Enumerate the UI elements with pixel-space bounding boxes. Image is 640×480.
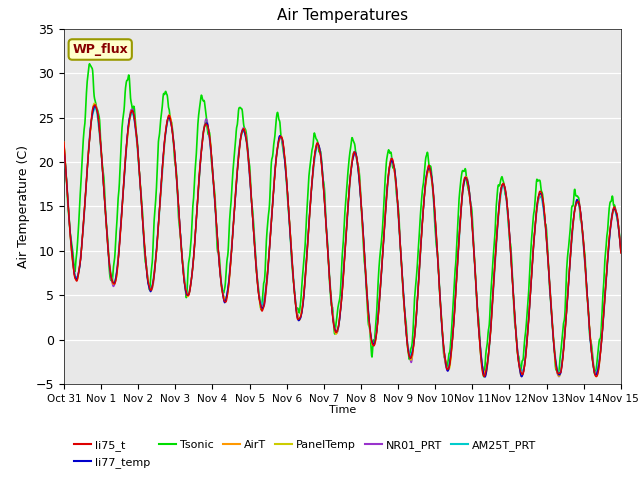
NR01_PRT	[91, 101, 99, 107]
li77_temp	[617, 249, 625, 254]
NR01_PRT	[617, 248, 625, 253]
AM25T_PRT	[429, 191, 437, 197]
Line: li77_temp: li77_temp	[64, 107, 621, 377]
Tsonic	[246, 178, 254, 184]
Tsonic	[171, 157, 179, 163]
AirT	[502, 191, 509, 197]
NR01_PRT	[551, 354, 559, 360]
li75_t	[593, 373, 600, 379]
Tsonic	[86, 61, 93, 67]
li77_temp	[502, 194, 510, 200]
X-axis label: Time: Time	[329, 405, 356, 415]
li75_t	[184, 292, 192, 298]
NR01_PRT	[429, 186, 437, 192]
li77_temp	[60, 145, 68, 151]
Legend: li75_t, li77_temp, Tsonic, AirT, PanelTemp, NR01_PRT, AM25T_PRT: li75_t, li77_temp, Tsonic, AirT, PanelTe…	[70, 436, 541, 472]
li77_temp	[429, 189, 437, 194]
AirT	[60, 139, 68, 145]
NR01_PRT	[555, 374, 563, 380]
PanelTemp	[60, 142, 68, 148]
li75_t	[171, 151, 179, 156]
AM25T_PRT	[246, 183, 254, 189]
li75_t	[617, 250, 625, 256]
li75_t	[246, 181, 254, 187]
li75_t	[91, 102, 99, 108]
Tsonic	[502, 193, 510, 199]
Tsonic	[60, 143, 68, 148]
AirT	[429, 189, 437, 195]
AM25T_PRT	[552, 355, 559, 361]
li75_t	[60, 140, 68, 145]
PanelTemp	[184, 291, 192, 297]
Y-axis label: Air Temperature (C): Air Temperature (C)	[17, 145, 30, 268]
AirT	[592, 374, 600, 380]
AM25T_PRT	[481, 371, 488, 376]
AirT	[91, 102, 99, 108]
Line: NR01_PRT: NR01_PRT	[64, 104, 621, 377]
Line: li75_t: li75_t	[64, 105, 621, 376]
li77_temp	[552, 356, 559, 362]
AirT	[617, 248, 625, 253]
PanelTemp	[551, 353, 559, 359]
NR01_PRT	[184, 293, 192, 299]
NR01_PRT	[246, 186, 254, 192]
li77_temp	[91, 104, 99, 109]
AirT	[184, 293, 192, 299]
AirT	[551, 356, 559, 362]
PanelTemp	[617, 247, 625, 253]
Line: AirT: AirT	[64, 105, 621, 377]
PanelTemp	[90, 100, 98, 106]
Tsonic	[429, 188, 437, 193]
PanelTemp	[171, 152, 179, 158]
li77_temp	[481, 374, 489, 380]
Line: Tsonic: Tsonic	[64, 64, 621, 377]
li77_temp	[184, 292, 192, 298]
NR01_PRT	[171, 149, 179, 155]
AM25T_PRT	[60, 152, 68, 157]
PanelTemp	[502, 191, 509, 197]
AM25T_PRT	[171, 152, 179, 157]
Title: Air Temperatures: Air Temperatures	[277, 9, 408, 24]
Tsonic	[617, 243, 625, 249]
AM25T_PRT	[92, 105, 99, 111]
li77_temp	[171, 150, 179, 156]
PanelTemp	[429, 191, 437, 196]
Tsonic	[552, 363, 559, 369]
AM25T_PRT	[502, 196, 510, 202]
AirT	[171, 149, 179, 155]
Line: AM25T_PRT: AM25T_PRT	[64, 108, 621, 373]
AM25T_PRT	[184, 292, 192, 298]
PanelTemp	[555, 373, 563, 379]
li75_t	[502, 190, 509, 196]
Tsonic	[480, 374, 488, 380]
NR01_PRT	[502, 190, 509, 196]
PanelTemp	[246, 182, 254, 188]
li75_t	[551, 355, 559, 360]
AM25T_PRT	[617, 240, 625, 246]
li77_temp	[246, 184, 254, 190]
Text: WP_flux: WP_flux	[72, 43, 128, 56]
Tsonic	[184, 264, 192, 270]
AirT	[246, 183, 254, 189]
NR01_PRT	[60, 142, 68, 147]
li75_t	[429, 188, 437, 194]
Line: PanelTemp: PanelTemp	[64, 103, 621, 376]
